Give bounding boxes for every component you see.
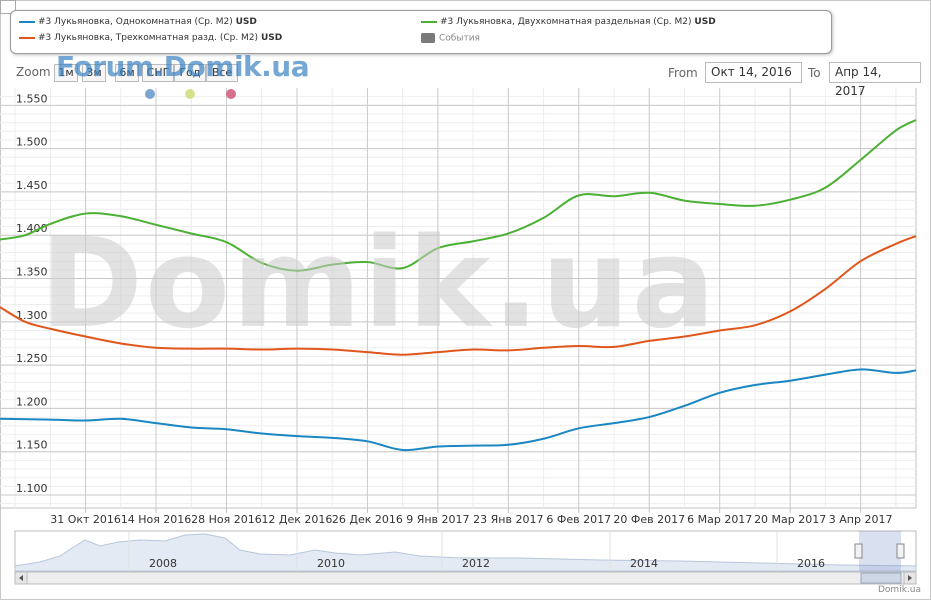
zoom-label: Zoom [16,65,51,79]
legend-swatch-two-room [421,20,437,23]
zoom-all-button[interactable]: Все [206,64,238,82]
zoom-ytd-button[interactable]: СНГ [142,64,174,82]
legend-item-three-room[interactable]: #3 Лукьяновка, Трехкомнатная разд. (Ср. … [19,33,282,43]
x-tick-label: 20 Фев 2017 [613,513,685,526]
y-tick-label: 1.350 [16,266,48,279]
navigator-year-label: 2012 [462,557,490,570]
series-line-two-room [0,119,917,272]
zoom-1m-button[interactable]: 1м [54,64,78,82]
range-to-input[interactable]: Апр 14, 2017 [829,62,921,98]
legend-item-one-room[interactable]: #3 Лукьяновка, Однокомнатная (Ср. М2) US… [19,17,257,27]
legend-unit-one-room: USD [235,17,257,27]
legend-label-three-room: #3 Лукьяновка, Трехкомнатная разд. (Ср. … [38,33,259,43]
x-tick-label: 23 Янв 2017 [473,513,543,526]
legend-unit-two-room: USD [694,17,716,27]
credit-link[interactable]: Domik.ua [878,585,921,595]
y-tick-label: 1.250 [16,352,48,365]
forum-watermark: Forum.Domik.ua [56,50,310,83]
event-marker-1[interactable] [145,89,155,99]
scroll-right-icon [908,575,912,581]
series-line-three-room [0,235,917,356]
legend-swatch-three-room [19,36,35,39]
watermark-domik: Domik.ua [40,212,718,356]
y-tick-label: 1.300 [16,309,48,322]
legend-unit-three-room: USD [260,33,283,43]
legend-swatch-events [421,33,435,43]
x-tick-label: 3 Апр 2017 [829,513,893,526]
zoom-1y-button[interactable]: Год [174,64,206,82]
y-tick-label: 1.150 [16,439,48,452]
event-marker-2[interactable] [185,89,195,99]
scrollbar-track[interactable] [14,571,917,585]
legend-item-two-room[interactable]: #3 Лукьяновка, Двухкомнатная раздельная … [421,17,716,27]
x-tick-label: 28 Ноя 2016 [191,513,262,526]
navigator-year-label: 2010 [317,557,345,570]
navigator-year-label: 2014 [630,557,658,570]
navigator-area [14,533,917,572]
legend: #3 Лукьяновка, Однокомнатная (Ср. М2) US… [10,10,832,54]
x-tick-label: 20 Мар 2017 [754,513,826,526]
navigator-handle-right[interactable] [896,543,905,559]
x-tick-label: 9 Янв 2017 [406,513,469,526]
y-tick-label: 1.550 [16,92,48,105]
x-tick-label: 6 Мар 2017 [687,513,752,526]
legend-label-two-room: #3 Лукьяновка, Двухкомнатная раздельная … [440,17,692,27]
range-to-label: To [808,66,821,80]
y-tick-label: 1.100 [16,482,48,495]
x-tick-label: 14 Ноя 2016 [121,513,192,526]
zoom-3m-button[interactable]: 3м [82,64,106,82]
y-tick-label: 1.400 [16,222,48,235]
navigator-year-label: 2016 [797,557,825,570]
legend-swatch-one-room [19,20,35,23]
zoom-6m-button[interactable]: 6м [115,64,139,82]
legend-label-one-room: #3 Лукьяновка, Однокомнатная (Ср. М2) [38,17,233,27]
y-tick-label: 1.450 [16,179,48,192]
x-tick-label: 31 Окт 2016 [50,513,121,526]
legend-item-events[interactable]: События [421,33,480,44]
legend-label-events: События [439,33,480,44]
x-tick-label: 12 Дек 2016 [261,513,332,526]
navigator-year-label: 2008 [149,557,177,570]
y-tick-label: 1.500 [16,136,48,149]
x-tick-label: 26 Дек 2016 [332,513,403,526]
x-tick-label: 6 Фев 2017 [546,513,611,526]
scroll-left-icon [19,575,23,581]
series-line-one-room [0,368,917,452]
navigator-selection [859,531,901,571]
event-marker-3[interactable] [226,89,236,99]
y-tick-label: 1.200 [16,395,48,408]
navigator-handle-left[interactable] [854,543,863,559]
range-from-label: From [668,66,698,80]
scrollbar-thumb[interactable] [860,572,902,584]
range-from-input[interactable]: Окт 14, 2016 [705,62,802,83]
